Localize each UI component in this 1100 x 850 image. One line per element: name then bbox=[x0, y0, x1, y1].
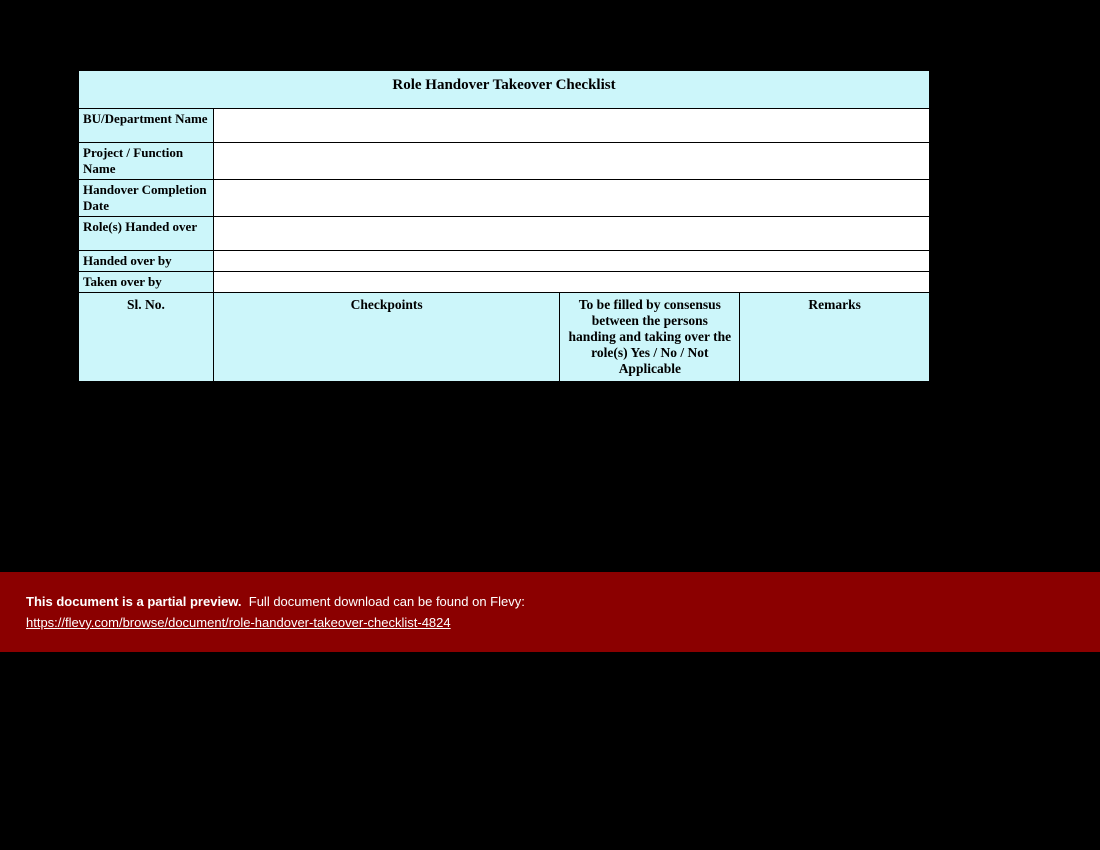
field-row: BU/Department Name bbox=[79, 109, 930, 143]
field-value[interactable] bbox=[213, 180, 929, 217]
field-label: Taken over by bbox=[79, 272, 214, 293]
field-label: Project / Function Name bbox=[79, 143, 214, 180]
field-value[interactable] bbox=[213, 143, 929, 180]
field-label: BU/Department Name bbox=[79, 109, 214, 143]
banner-link[interactable]: https://flevy.com/browse/document/role-h… bbox=[26, 615, 451, 630]
field-label: Handed over by bbox=[79, 251, 214, 272]
title-row: Role Handover Takeover Checklist bbox=[79, 71, 930, 109]
col-header-remarks: Remarks bbox=[740, 293, 930, 382]
field-label: Role(s) Handed over bbox=[79, 217, 214, 251]
field-row: Taken over by bbox=[79, 272, 930, 293]
field-value[interactable] bbox=[213, 251, 929, 272]
field-row: Project / Function Name bbox=[79, 143, 930, 180]
field-row: Role(s) Handed over bbox=[79, 217, 930, 251]
col-header-consensus: To be filled by consensus between the pe… bbox=[560, 293, 740, 382]
banner-rest-text: Full document download can be found on F… bbox=[249, 594, 525, 609]
preview-banner: This document is a partial preview. Full… bbox=[0, 572, 1100, 652]
field-row: Handed over by bbox=[79, 251, 930, 272]
field-label: Handover Completion Date bbox=[79, 180, 214, 217]
field-value[interactable] bbox=[213, 109, 929, 143]
document-table-wrapper: Role Handover Takeover Checklist BU/Depa… bbox=[78, 70, 930, 382]
document-title: Role Handover Takeover Checklist bbox=[79, 71, 930, 109]
checklist-table: Role Handover Takeover Checklist BU/Depa… bbox=[78, 70, 930, 382]
banner-bold-text: This document is a partial preview. bbox=[26, 594, 242, 609]
field-value[interactable] bbox=[213, 217, 929, 251]
field-row: Handover Completion Date bbox=[79, 180, 930, 217]
col-header-slno: Sl. No. bbox=[79, 293, 214, 382]
column-header-row: Sl. No. Checkpoints To be filled by cons… bbox=[79, 293, 930, 382]
field-value[interactable] bbox=[213, 272, 929, 293]
col-header-checkpoints: Checkpoints bbox=[213, 293, 560, 382]
